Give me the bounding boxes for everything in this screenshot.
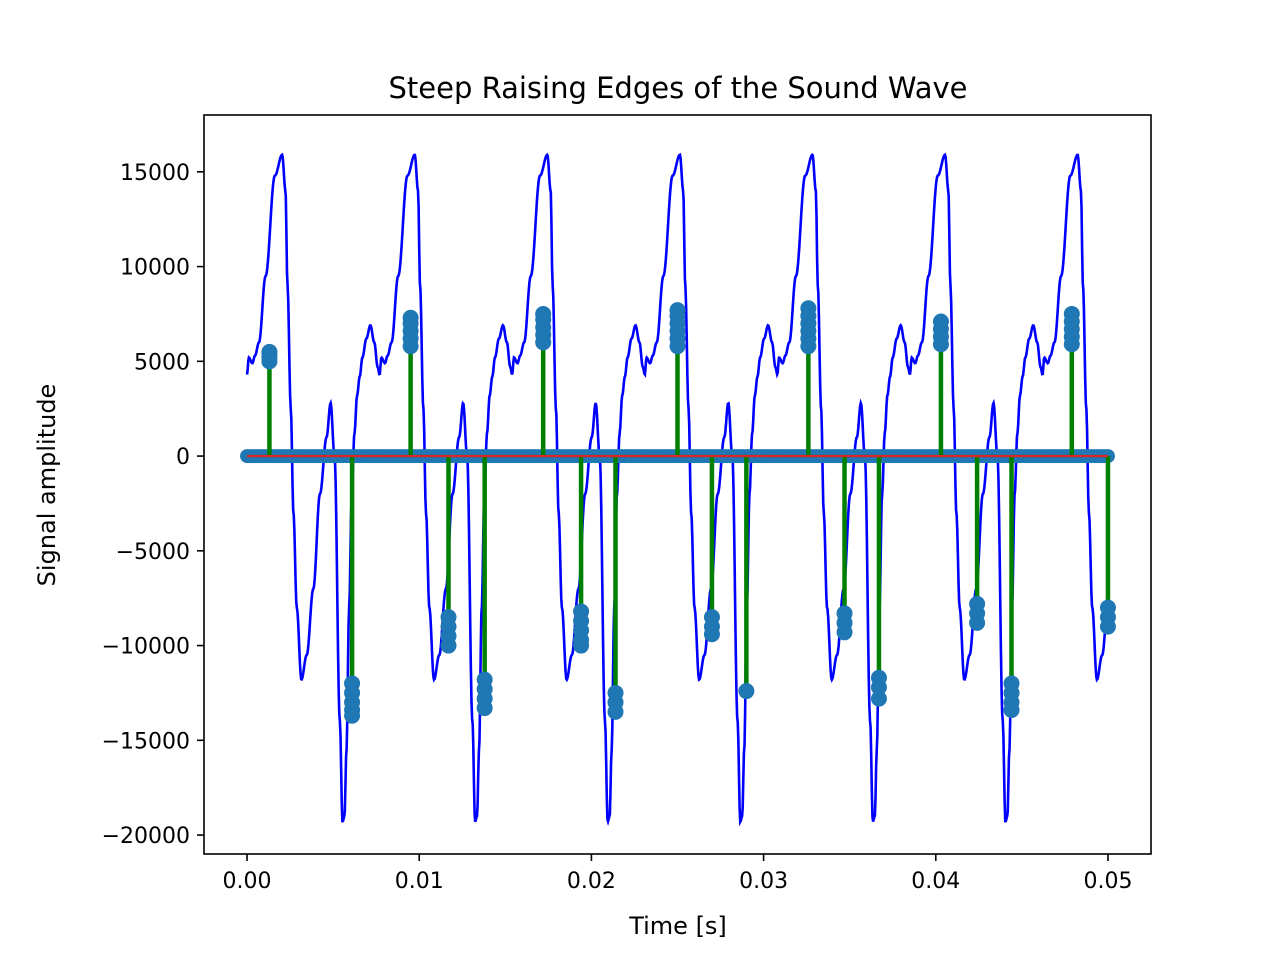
x-tick-label: 0.04 bbox=[911, 869, 960, 894]
stem-marker bbox=[870, 690, 887, 707]
y-tick-label: −15000 bbox=[102, 729, 190, 754]
stem-marker bbox=[476, 700, 493, 717]
y-tick-label: 15000 bbox=[120, 161, 190, 186]
stem-marker bbox=[932, 313, 949, 330]
stem-marker bbox=[800, 300, 817, 317]
y-tick-label: 5000 bbox=[134, 350, 190, 375]
y-axis-label: Signal amplitude bbox=[33, 384, 61, 587]
x-tick-label: 0.03 bbox=[739, 869, 788, 894]
x-axis: 0.00 0.01 0.02 0.03 0.04 0.05 bbox=[223, 854, 1132, 894]
x-tick-label: 0.05 bbox=[1083, 869, 1132, 894]
stem-marker bbox=[344, 707, 361, 724]
stem-marker bbox=[669, 302, 686, 319]
y-tick-label: 0 bbox=[176, 445, 190, 470]
stem-marker bbox=[1003, 701, 1020, 718]
stem-marker bbox=[261, 343, 278, 360]
x-tick-label: 0.00 bbox=[223, 869, 272, 894]
y-tick-label: −20000 bbox=[102, 824, 190, 849]
axes-frame bbox=[203, 114, 1152, 855]
y-axis: −20000 −15000 −10000 −5000 0 5000 10000 15000 bbox=[102, 161, 204, 849]
x-axis-label: Time [s] bbox=[628, 912, 727, 940]
stem-marker bbox=[607, 703, 624, 720]
stem-marker bbox=[573, 637, 590, 654]
chart-title: Steep Raising Edges of the Sound Wave bbox=[388, 71, 967, 105]
stem-marker bbox=[969, 614, 986, 631]
y-tick-label: −5000 bbox=[116, 540, 190, 565]
stem-marker bbox=[703, 626, 720, 643]
y-tick-label: 10000 bbox=[120, 256, 190, 281]
stem-marker bbox=[440, 637, 457, 654]
y-tick-label: −10000 bbox=[102, 635, 190, 660]
stem-marker bbox=[1063, 305, 1080, 322]
stem-marker bbox=[535, 305, 552, 322]
x-tick-label: 0.02 bbox=[567, 869, 616, 894]
signal-line bbox=[245, 152, 1110, 827]
x-tick-label: 0.01 bbox=[395, 869, 444, 894]
stem-marker bbox=[1099, 618, 1116, 635]
stem-marker bbox=[738, 683, 755, 700]
zero-markers bbox=[240, 449, 1115, 464]
stem-marker bbox=[870, 679, 887, 696]
stem-marker bbox=[402, 309, 419, 326]
stem-marker bbox=[836, 624, 853, 641]
plot-area bbox=[240, 152, 1116, 827]
